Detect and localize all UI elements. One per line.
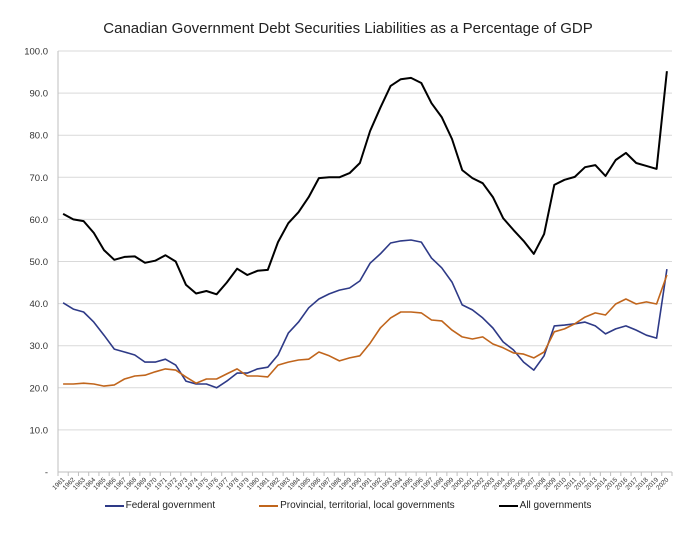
gridlines [58, 50, 672, 431]
y-tick-label: 90.0 [30, 89, 49, 100]
y-axis: - 10.0 20.0 30.0 40.0 50.0 60.0 70.0 80.0 90.0 100… [24, 47, 59, 479]
legend-swatch [104, 504, 124, 507]
legend-item: All governments [498, 500, 592, 511]
series-line-federal-government [62, 239, 668, 389]
legend-label: Provincial, territorial, local governmen… [280, 500, 455, 511]
chart-title: Canadian Government Debt Securities Liab… [103, 20, 593, 37]
y-tick-label: 20.0 [30, 383, 49, 394]
legend-label: Federal government [125, 500, 216, 511]
y-tick-label: 10.0 [30, 425, 49, 436]
series-lines [62, 71, 668, 389]
y-tick-label: 80.0 [30, 131, 49, 142]
series-line-provincial-territorial-local-governments [63, 274, 668, 387]
legend-label: All governments [519, 500, 592, 511]
legend-swatch [498, 504, 518, 507]
x-tick-label: 2020 [655, 476, 670, 491]
y-tick-label: - [45, 468, 48, 479]
legend-swatch [259, 504, 279, 507]
legend-item: Federal government [104, 500, 216, 511]
y-tick-label: 60.0 [30, 215, 49, 226]
legend-item: Provincial, territorial, local governmen… [259, 500, 455, 511]
y-tick-label: 40.0 [30, 299, 49, 310]
y-tick-label: 30.0 [30, 341, 49, 352]
x-axis: 1961196219631964196519661967196819691970… [51, 471, 673, 492]
y-tick-label: 50.0 [30, 257, 49, 268]
y-tick-label: 100.0 [24, 47, 48, 58]
y-tick-label: 70.0 [30, 173, 49, 184]
legend: Federal government Provincial, territoria… [0, 500, 696, 511]
series-line-all-governments [62, 71, 668, 296]
